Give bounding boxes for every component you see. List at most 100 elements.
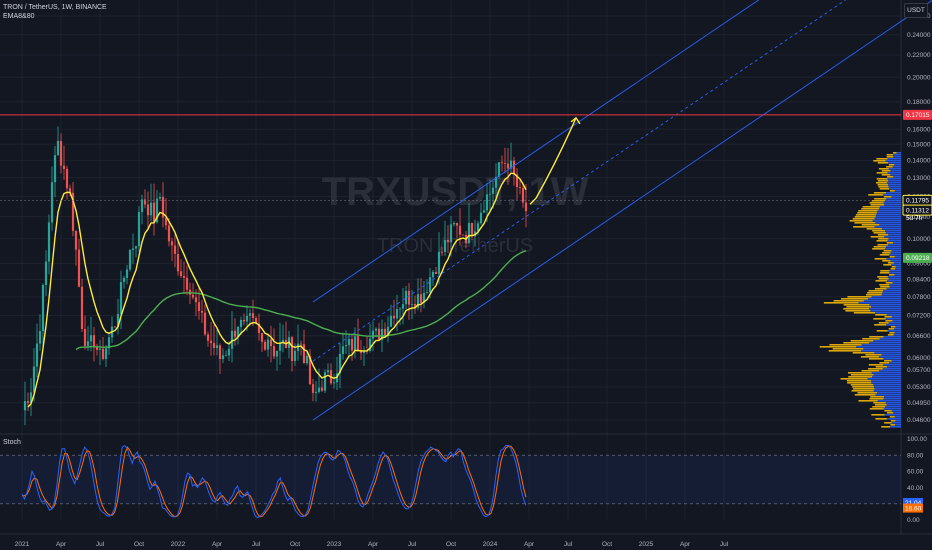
candle <box>242 313 246 326</box>
candle <box>506 148 510 185</box>
vp-bar-up <box>894 164 901 166</box>
vp-bar-up <box>885 246 901 248</box>
vp-bar-up <box>887 240 901 242</box>
vp-bar-down <box>866 228 883 230</box>
indicator-title[interactable]: EMA8&80 <box>3 13 35 20</box>
vp-bar-down <box>879 284 890 286</box>
vp-bar-up <box>886 314 901 316</box>
candle <box>521 182 525 208</box>
candle-body <box>269 339 273 347</box>
time-tick-label: 2024 <box>483 541 498 548</box>
candle-body <box>377 328 381 340</box>
candle <box>461 234 465 236</box>
candle <box>182 261 186 295</box>
candle-body <box>221 355 225 360</box>
candle <box>446 225 450 253</box>
vp-bar-down <box>828 350 862 352</box>
vp-bar-up <box>874 226 901 228</box>
candle-body <box>206 334 210 341</box>
candle <box>503 147 507 174</box>
vp-bar-down <box>861 208 880 210</box>
vp-bar-down <box>852 386 875 388</box>
candle-body <box>119 281 123 314</box>
vp-bar-down <box>832 348 864 350</box>
vp-bar-up <box>875 394 901 396</box>
candle <box>389 304 393 328</box>
stoch-k-badge-bg <box>903 497 923 507</box>
candle <box>296 324 300 361</box>
candle <box>317 368 321 394</box>
vp-bar-up <box>883 202 901 204</box>
vp-bar-up <box>873 384 901 386</box>
candle-body <box>59 141 63 166</box>
candle-body <box>101 348 105 359</box>
vp-bar-down <box>889 256 895 258</box>
candle-body <box>455 222 459 226</box>
candle <box>89 316 93 352</box>
candle-body <box>392 315 396 319</box>
vp-bar-up <box>879 206 901 208</box>
candle <box>431 270 435 286</box>
stoch-title[interactable]: Stoch <box>3 439 21 446</box>
candle <box>263 339 267 352</box>
vp-bar-down <box>883 250 892 252</box>
vp-bar-down <box>884 316 892 318</box>
vp-bar-down <box>875 314 887 316</box>
vp-bar-up <box>878 356 901 358</box>
candle-body <box>53 155 57 183</box>
candle <box>218 343 222 375</box>
symbol-title[interactable]: TRON / TetherUS, 1W, BINANCE <box>3 4 107 11</box>
candle-body <box>518 187 522 188</box>
candle <box>392 299 396 326</box>
candle-body <box>86 341 90 346</box>
candle-body <box>410 303 414 305</box>
vp-bar-down <box>883 196 892 198</box>
vp-bar-down <box>889 332 895 334</box>
resistance-badge-text: 0.17015 <box>906 112 930 119</box>
candle <box>239 316 243 335</box>
candle-body <box>161 196 165 218</box>
candle-body <box>305 355 309 364</box>
ema8-line <box>27 172 527 408</box>
vp-bar-down <box>873 246 886 248</box>
candle-body <box>167 225 171 242</box>
vp-bar-up <box>884 200 901 202</box>
candle <box>488 179 492 211</box>
time-tick-label: 2021 <box>15 541 30 548</box>
candle-body <box>143 199 147 205</box>
candle-body <box>299 343 303 345</box>
candle-body <box>347 339 351 346</box>
candle <box>113 326 117 328</box>
time-tick-label: Apr <box>368 541 379 548</box>
candle <box>80 278 84 332</box>
vp-bar-down <box>876 178 888 180</box>
price-tick-label: 0.09000 <box>907 261 931 268</box>
vp-bar-down <box>874 198 887 200</box>
vp-bar-up <box>895 268 901 270</box>
vp-bar-up <box>891 410 901 412</box>
candle <box>320 380 324 392</box>
candle-body <box>419 294 423 303</box>
candle-body <box>77 249 81 287</box>
candle-body <box>470 223 474 237</box>
vp-bar-down <box>865 354 882 356</box>
vp-bar-down <box>849 220 873 222</box>
candle <box>524 183 528 228</box>
vp-bar-up <box>884 236 901 238</box>
vp-bar-down <box>850 340 874 342</box>
vp-bar-down <box>888 164 895 166</box>
candle <box>512 156 516 186</box>
currency-unit-button[interactable]: USDT <box>904 3 928 18</box>
vp-bar-up <box>890 426 901 428</box>
ema80-badge-text: 0.09218 <box>906 255 930 262</box>
vp-bar-down <box>872 406 886 408</box>
vp-bar-up <box>887 276 901 278</box>
vp-bar-up <box>895 326 901 328</box>
candle <box>398 306 402 326</box>
vp-bar-down <box>845 310 871 312</box>
vp-bar-up <box>888 322 901 324</box>
vp-bar-up <box>893 154 901 156</box>
candle <box>173 232 177 268</box>
